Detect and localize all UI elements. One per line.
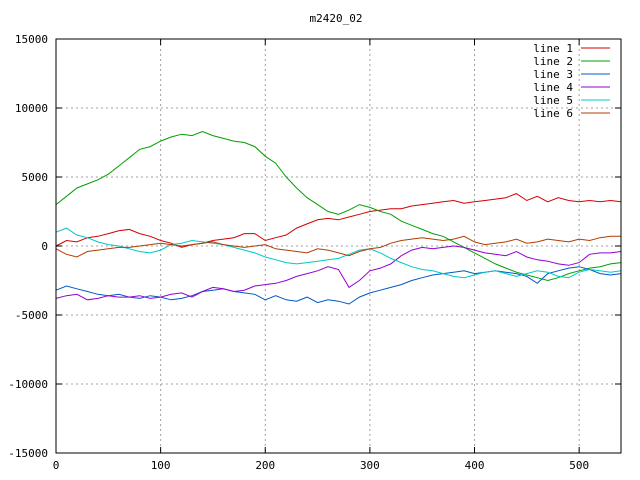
axis-ticks: 0 100 200 300 400 500 -15000 -10000 -5000 0 5000 10…	[8, 33, 621, 472]
legend-label-5: line 5	[533, 94, 573, 107]
x-tick-label: 0	[53, 459, 60, 472]
legend-label-6: line 6	[533, 107, 573, 120]
series-line-6	[55, 235, 621, 258]
y-tick-label: -10000	[8, 378, 48, 391]
series-line-2	[55, 130, 622, 282]
legend-label-3: line 3	[533, 68, 573, 81]
x-tick-label: 200	[255, 459, 275, 472]
grid	[56, 39, 621, 453]
x-tick-label: 500	[569, 459, 589, 472]
series-line-1	[55, 193, 622, 248]
y-tick-label: 0	[41, 240, 48, 253]
y-tick-label: 10000	[15, 102, 48, 115]
y-tick-label: 5000	[22, 171, 49, 184]
legend-label-1: line 1	[533, 42, 573, 55]
chart-title: m2420_02	[310, 12, 363, 25]
series-layer	[55, 130, 622, 305]
y-tick-label: 15000	[15, 33, 48, 46]
series-line-5	[55, 227, 622, 279]
y-tick-label: -15000	[8, 447, 48, 460]
series-line-3	[55, 266, 622, 305]
y-tick-label: -5000	[15, 309, 48, 322]
series-line-4	[55, 245, 622, 301]
x-tick-label: 100	[151, 459, 171, 472]
legend-label-2: line 2	[533, 55, 573, 68]
x-tick-label: 300	[360, 459, 380, 472]
legend-label-4: line 4	[533, 81, 573, 94]
x-tick-label: 400	[465, 459, 485, 472]
